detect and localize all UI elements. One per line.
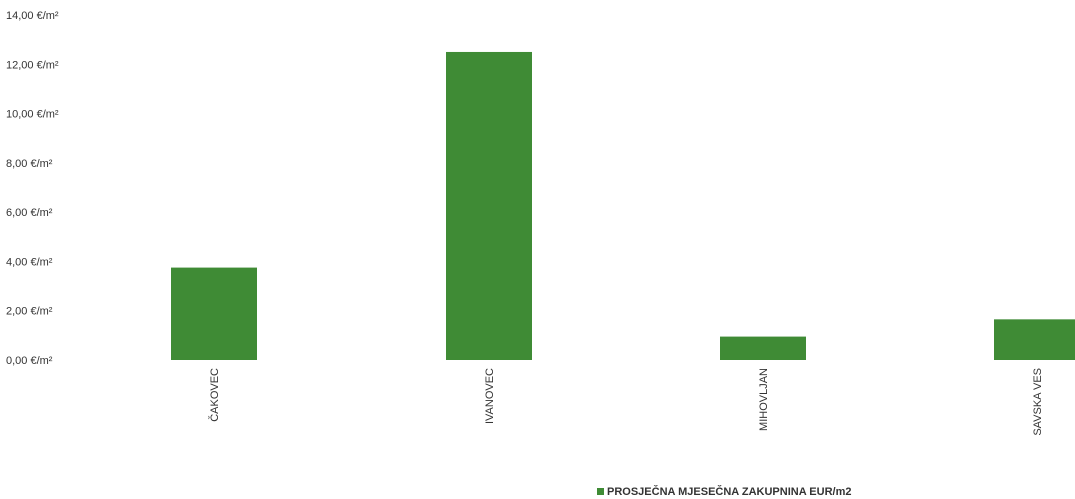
x-axis: ČAKOVEC IVANOVEC MIHOVLJAN SAVSKA VES: [208, 368, 1044, 436]
bars: [171, 51, 1075, 360]
x-tick-label: ČAKOVEC: [208, 368, 221, 422]
y-tick-label: 2,00 €/m²: [6, 306, 53, 318]
x-tick-label: SAVSKA VES: [1032, 368, 1044, 436]
y-tick-label: 0,00 €/m²: [6, 355, 53, 367]
y-axis: 0,00 €/m² 2,00 €/m² 4,00 €/m² 6,00 €/m² 8,00…: [6, 10, 59, 367]
y-tick-label: 10,00 €/m²: [6, 109, 59, 121]
legend-swatch: [597, 488, 604, 495]
bar-ivanovec: [446, 51, 532, 360]
x-tick-label: MIHOVLJAN: [758, 368, 770, 431]
x-tick-label: IVANOVEC: [484, 368, 496, 424]
y-tick-label: 8,00 €/m²: [6, 158, 53, 170]
y-tick-label: 14,00 €/m²: [6, 10, 59, 22]
y-tick-label: 6,00 €/m²: [6, 207, 53, 219]
bar-mihovljan: [720, 336, 806, 360]
bar-savska-ves: [994, 319, 1075, 360]
legend: PROSJEČNA MJESEČNA ZAKUPNINA EUR/m2: [597, 485, 851, 498]
y-tick-label: 4,00 €/m²: [6, 256, 53, 268]
bar--akovec: [171, 267, 257, 360]
legend-label: PROSJEČNA MJESEČNA ZAKUPNINA EUR/m2: [607, 485, 851, 498]
y-tick-label: 12,00 €/m²: [6, 59, 59, 71]
